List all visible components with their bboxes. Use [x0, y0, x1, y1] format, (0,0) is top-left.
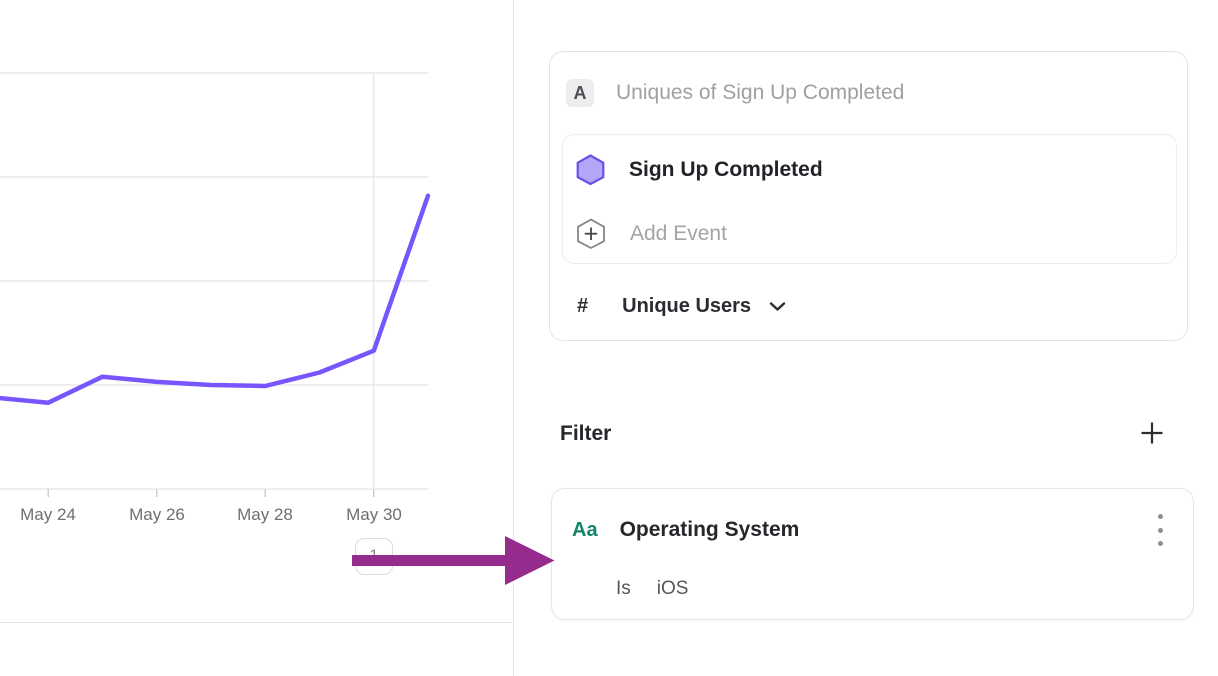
chevron-down-icon — [769, 301, 786, 311]
filter-property-row[interactable]: Aa Operating System — [572, 516, 799, 544]
chart-bottom-border — [0, 622, 513, 623]
series-line-sign-up-completed — [0, 193, 431, 405]
add-event-button[interactable]: Add Event — [576, 218, 727, 249]
trend-line-chart: May 24 May 26 May 28 May 30 1 — [0, 0, 513, 676]
event-row-sign-up-completed[interactable]: Sign Up Completed — [576, 154, 823, 185]
measurement-selector[interactable]: # Unique Users — [577, 292, 786, 320]
filter-operator-dropdown[interactable]: Is — [616, 578, 631, 599]
filter-card-operating-system: Aa Operating System Is iOS — [551, 488, 1194, 620]
add-event-hexagon-plus-icon — [577, 218, 605, 249]
filter-condition-row: Is iOS — [616, 577, 688, 601]
filter-value-dropdown[interactable]: iOS — [656, 578, 689, 599]
event-name: Sign Up Completed — [629, 157, 823, 181]
string-property-type-icon: Aa — [572, 518, 598, 541]
query-builder-card: A Uniques of Sign Up Completed Sign Up C… — [549, 51, 1188, 341]
filter-options-kebab-menu[interactable] — [1153, 514, 1167, 546]
add-event-label: Add Event — [630, 221, 727, 245]
add-filter-button[interactable] — [1138, 419, 1166, 447]
chart-canvas — [0, 72, 431, 497]
x-axis-label: May 24 — [20, 505, 76, 524]
event-hexagon-icon — [576, 154, 605, 185]
filter-property-name: Operating System — [619, 518, 800, 541]
x-axis-label: May 28 — [237, 505, 293, 524]
pointer-arrow — [352, 536, 555, 585]
x-axis-label: May 26 — [129, 505, 185, 524]
number-symbol: # — [577, 294, 589, 317]
panel-divider — [513, 0, 514, 676]
series-title[interactable]: Uniques of Sign Up Completed — [616, 81, 905, 104]
x-axis-label: May 30 — [346, 505, 402, 524]
filter-section-heading: Filter — [560, 422, 612, 445]
plus-icon — [1141, 422, 1163, 444]
measurement-label: Unique Users — [622, 294, 752, 317]
event-list-card: Sign Up Completed Add Event — [562, 134, 1177, 264]
series-title-row: A Uniques of Sign Up Completed — [566, 79, 904, 107]
series-letter-badge: A — [566, 79, 594, 107]
